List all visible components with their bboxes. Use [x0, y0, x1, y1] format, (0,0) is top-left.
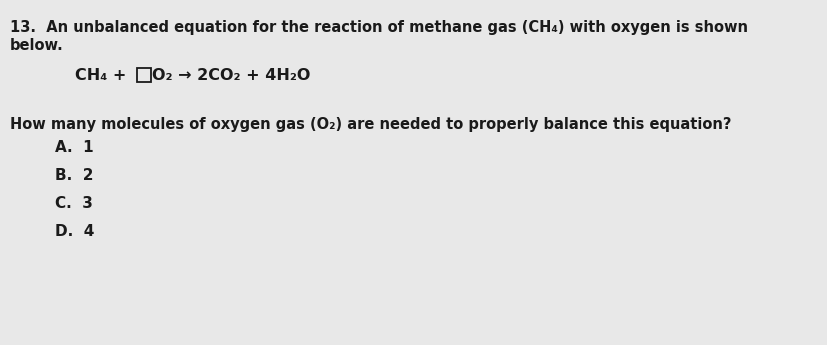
Text: C.  3: C. 3	[55, 196, 93, 211]
Text: O₂ → 2CO₂ + 4H₂O: O₂ → 2CO₂ + 4H₂O	[152, 68, 310, 82]
Text: How many molecules of oxygen gas (O₂) are needed to properly balance this equati: How many molecules of oxygen gas (O₂) ar…	[10, 117, 730, 132]
Text: 13.  An unbalanced equation for the reaction of methane gas (CH₄) with oxygen is: 13. An unbalanced equation for the react…	[10, 20, 747, 35]
Text: CH₄ +: CH₄ +	[75, 68, 127, 82]
Text: A.  1: A. 1	[55, 140, 93, 155]
Text: D.  4: D. 4	[55, 224, 94, 239]
FancyBboxPatch shape	[136, 68, 151, 82]
Text: below.: below.	[10, 38, 64, 53]
Text: B.  2: B. 2	[55, 168, 93, 183]
